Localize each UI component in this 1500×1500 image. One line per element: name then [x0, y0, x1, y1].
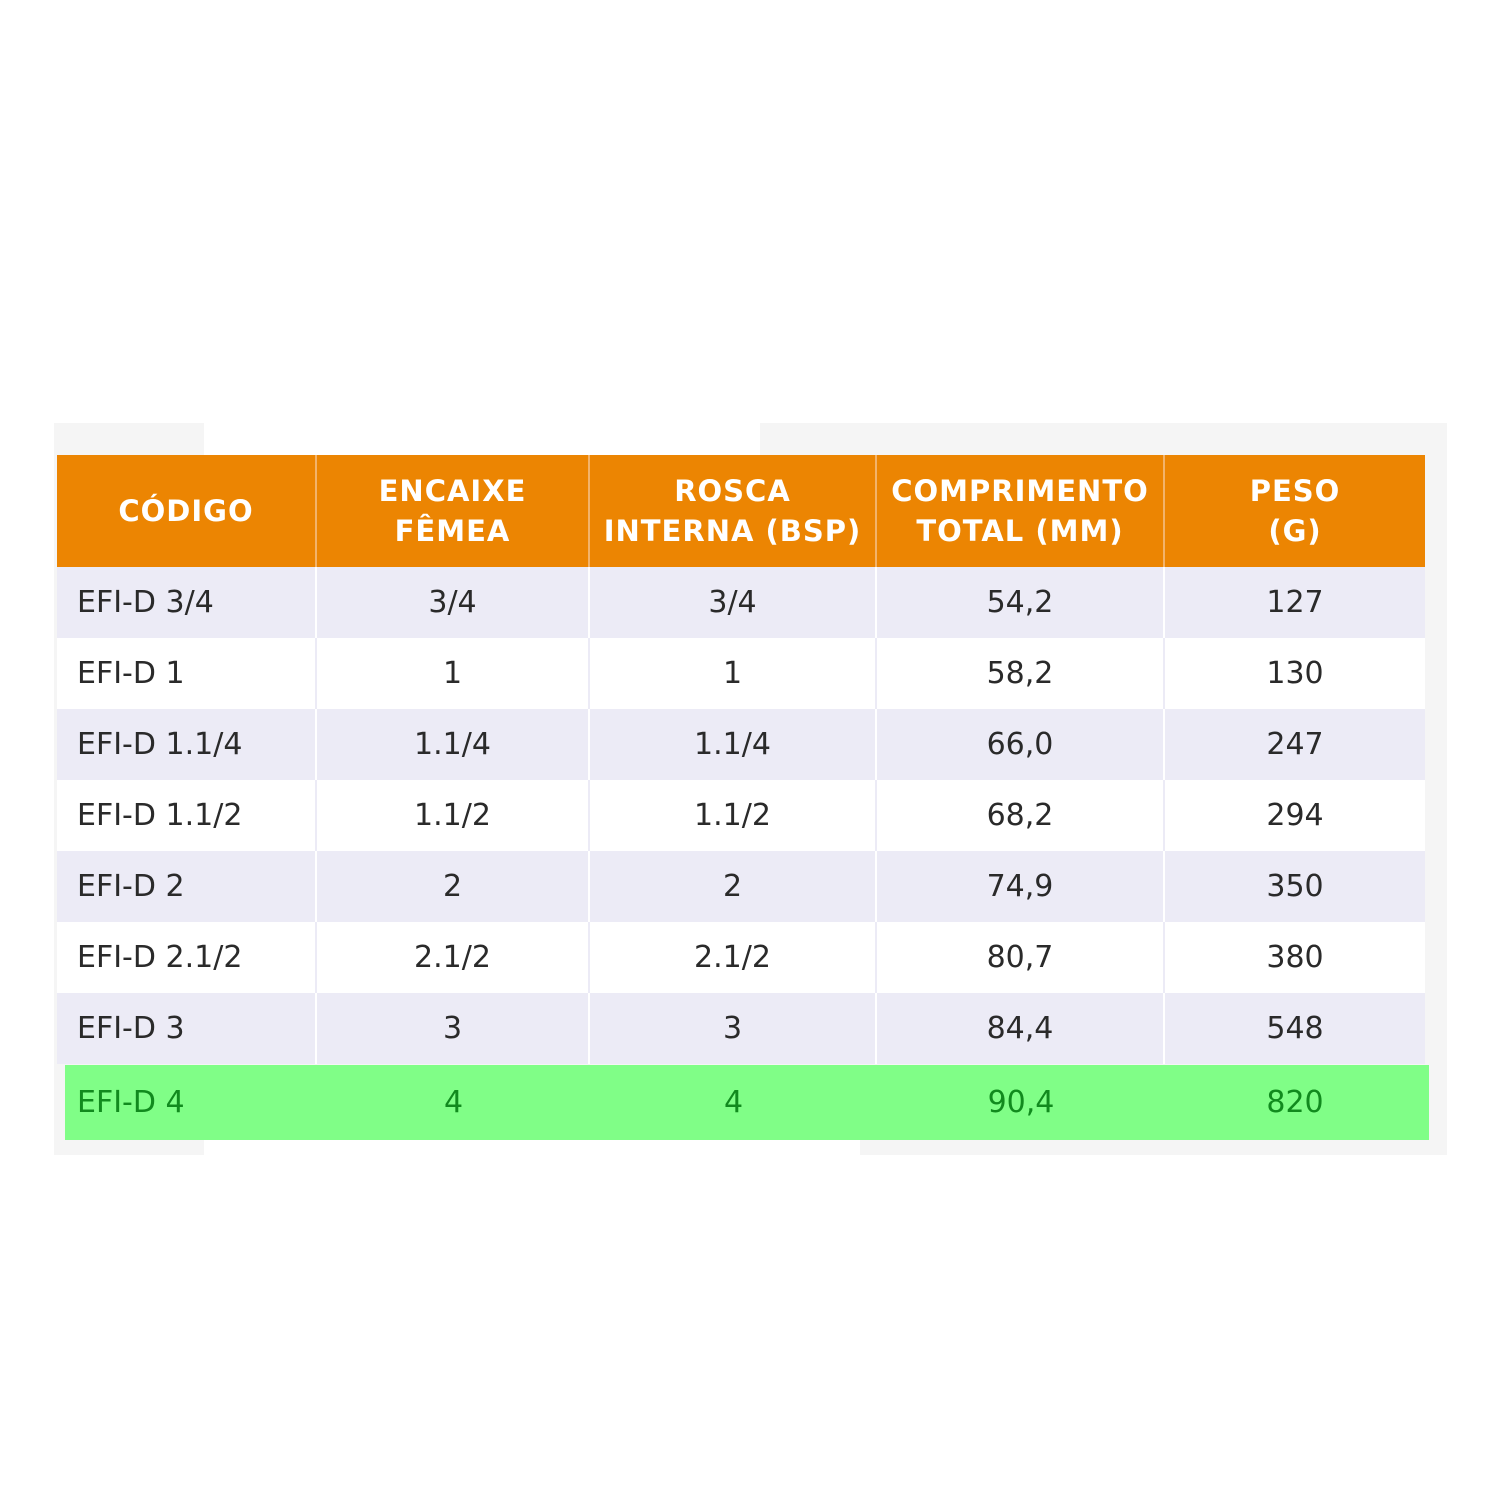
- table-row-highlighted: EFI-D 4 4 4 90,4 820: [57, 1065, 1425, 1140]
- cell-comprimento: 74,9: [877, 851, 1165, 922]
- cell-encaixe: 1.1/4: [317, 709, 590, 780]
- header-codigo: CÓDIGO: [57, 455, 317, 567]
- cell-peso: 350: [1266, 869, 1324, 904]
- cell-peso: 294: [1266, 798, 1324, 833]
- cell-peso: 380: [1266, 940, 1324, 975]
- cell-codigo: EFI-D 2: [57, 851, 317, 922]
- cell-codigo: EFI-D 1.1/4: [57, 709, 317, 780]
- cell-codigo: EFI-D 3: [57, 993, 317, 1064]
- header-peso: PESO (G): [1249, 474, 1341, 548]
- cell-rosca: 3: [590, 993, 877, 1064]
- table-header-row: CÓDIGO ENCAIXE FÊMEA ROSCA INTERNA (BSP)…: [57, 455, 1425, 567]
- cell-rosca: 2: [590, 851, 877, 922]
- cell-encaixe: 4: [443, 1085, 464, 1120]
- cell-encaixe: 3/4: [317, 567, 590, 638]
- table-row: EFI-D 1.1/2 1.1/2 1.1/2 68,2 294: [57, 780, 1425, 851]
- cell-rosca: 3/4: [590, 567, 877, 638]
- cell-encaixe: 3: [317, 993, 590, 1064]
- highlighted-row-container: EFI-D 4 4 4 90,4 820: [57, 1065, 1425, 1140]
- header-rosca-interna: ROSCA INTERNA (BSP): [590, 455, 877, 567]
- cell-comprimento: 58,2: [877, 638, 1165, 709]
- cell-peso: 247: [1266, 727, 1324, 762]
- cell-peso: 130: [1266, 656, 1324, 691]
- cell-comprimento: 90,4: [987, 1085, 1055, 1120]
- table-row: EFI-D 2.1/2 2.1/2 2.1/2 80,7 380: [57, 922, 1425, 993]
- cell-codigo: EFI-D 1.1/2: [57, 780, 317, 851]
- cell-encaixe: 1.1/2: [317, 780, 590, 851]
- cell-peso: 548: [1266, 1011, 1324, 1046]
- cell-rosca: 4: [723, 1085, 744, 1120]
- cell-peso: 820: [1266, 1085, 1324, 1120]
- cell-rosca: 1.1/2: [590, 780, 877, 851]
- cell-codigo: EFI-D 1: [57, 638, 317, 709]
- highlighted-row-band: [65, 1065, 1429, 1140]
- cell-encaixe: 2.1/2: [317, 922, 590, 993]
- cell-comprimento: 54,2: [877, 567, 1165, 638]
- table-row: EFI-D 1.1/4 1.1/4 1.1/4 66,0 247: [57, 709, 1425, 780]
- cell-codigo: EFI-D 2.1/2: [57, 922, 317, 993]
- cell-rosca: 1: [590, 638, 877, 709]
- frame-notch: [204, 1140, 860, 1155]
- table-row: EFI-D 2 2 2 74,9 350: [57, 851, 1425, 922]
- cell-encaixe: 2: [317, 851, 590, 922]
- product-spec-table: CÓDIGO ENCAIXE FÊMEA ROSCA INTERNA (BSP)…: [57, 455, 1425, 1064]
- table-row: EFI-D 1 1 1 58,2 130: [57, 638, 1425, 709]
- cell-comprimento: 84,4: [877, 993, 1165, 1064]
- cell-comprimento: 80,7: [877, 922, 1165, 993]
- cell-comprimento: 66,0: [877, 709, 1165, 780]
- frame-notch: [204, 423, 760, 455]
- cell-rosca: 2.1/2: [590, 922, 877, 993]
- cell-encaixe: 1: [317, 638, 590, 709]
- header-comprimento-total: COMPRIMENTO TOTAL (MM): [877, 455, 1165, 567]
- cell-codigo: EFI-D 4: [77, 1085, 185, 1120]
- header-encaixe-femea: ENCAIXE FÊMEA: [317, 455, 590, 567]
- cell-codigo: EFI-D 3/4: [57, 567, 317, 638]
- cell-peso: 127: [1266, 585, 1324, 620]
- table-row: EFI-D 3 3 3 84,4 548: [57, 993, 1425, 1064]
- table-row: EFI-D 3/4 3/4 3/4 54,2 127: [57, 567, 1425, 638]
- cell-rosca: 1.1/4: [590, 709, 877, 780]
- cell-comprimento: 68,2: [877, 780, 1165, 851]
